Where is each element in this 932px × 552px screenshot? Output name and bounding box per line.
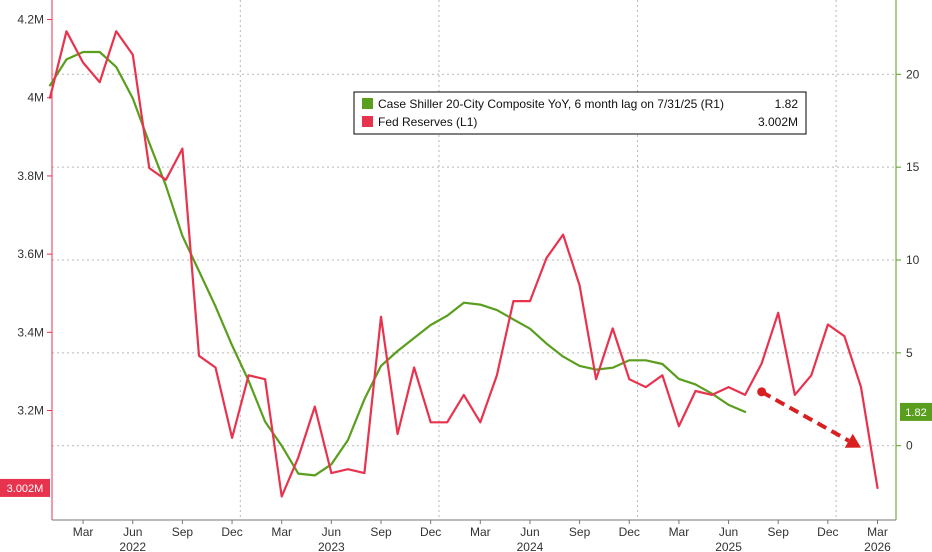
left-axis: 3.2M 3.4M 3.6M 3.8M 4M 4.2M: [17, 0, 53, 520]
last-value-badge-case-shiller-text: 1.82: [905, 407, 926, 419]
x-axis-tick-label: Dec: [420, 525, 441, 539]
x-axis-year-label: 2022: [119, 540, 146, 552]
x-axis-tick-label: Mar: [867, 525, 888, 539]
badges: 1.82 3.002M: [0, 402, 932, 497]
x-axis-tick-label: Sep: [569, 525, 591, 539]
x-axis-tick-label: Mar: [470, 525, 491, 539]
legend-label-fed-reserves: Fed Reserves (L1): [378, 115, 477, 129]
legend-label-case-shiller: Case Shiller 20-City Composite YoY, 6 mo…: [378, 97, 724, 111]
series-line-case-shiller: [48, 50, 747, 477]
legend-box: [353, 91, 807, 135]
series-layer: [48, 30, 879, 498]
last-value-badge-case-shiller: [900, 402, 932, 421]
right-axis-tick-label: 10: [906, 253, 920, 267]
right-axis-tick-label: 20: [906, 67, 920, 81]
x-axis-tick-label: Mar: [271, 525, 292, 539]
left-axis-tick-label: 4M: [27, 91, 44, 105]
series-line-fed-reserves: [48, 30, 879, 498]
grid: [52, 0, 896, 520]
right-axis-tick-label: 15: [906, 160, 920, 174]
legend-value-fed-reserves: 3.002M: [758, 115, 798, 129]
x-axis-tick-label: Sep: [768, 525, 790, 539]
legend-value-case-shiller: 1.82: [775, 97, 799, 111]
legend: Case Shiller 20-City Composite YoY, 6 mo…: [353, 91, 807, 135]
left-axis-tick-label: 4.2M: [17, 13, 44, 27]
x-axis-year-label: 2025: [715, 540, 742, 552]
last-value-badge-fed-reserves: [0, 478, 50, 497]
annotation-layer: [757, 387, 861, 448]
x-axis-tick-label: Dec: [619, 525, 640, 539]
x-axis-year-label: 2026: [864, 540, 891, 552]
x-axis-tick-label: Sep: [172, 525, 194, 539]
x-axis-tick-label: Dec: [817, 525, 838, 539]
x-axis: Mar Jun Sep Dec Mar Jun Sep Dec Mar Jun Sep Dec Mar J…: [52, 519, 896, 552]
right-axis-tick-label: 5: [906, 346, 913, 360]
x-axis-tick-label: Sep: [370, 525, 392, 539]
right-axis: 0 5 10 15 20: [895, 0, 920, 520]
left-axis-tick-label: 3.4M: [17, 325, 44, 339]
x-axis-tick-label: Jun: [123, 525, 142, 539]
right-axis-tick-label: 0: [906, 439, 913, 453]
x-axis-tick-label: Dec: [221, 525, 242, 539]
left-axis-tick-label: 3.8M: [17, 169, 44, 183]
left-axis-tick-label: 3.2M: [17, 404, 44, 418]
x-axis-tick-label: Mar: [73, 525, 94, 539]
x-axis-year-label: 2023: [318, 540, 345, 552]
legend-swatch-case-shiller: [362, 98, 373, 109]
last-value-badge-fed-reserves-text: 3.002M: [7, 483, 44, 495]
annotation-arrow-head: [844, 433, 861, 448]
x-axis-tick-label: Mar: [669, 525, 690, 539]
x-axis-tick-label: Jun: [322, 525, 341, 539]
x-axis-tick-label: Jun: [520, 525, 539, 539]
legend-swatch-fed-reserves: [362, 116, 373, 127]
x-axis-year-label: 2024: [517, 540, 544, 552]
left-axis-tick-label: 3.6M: [17, 247, 44, 261]
annotation-arrow-shaft: [760, 390, 850, 443]
x-axis-tick-label: Jun: [719, 525, 738, 539]
